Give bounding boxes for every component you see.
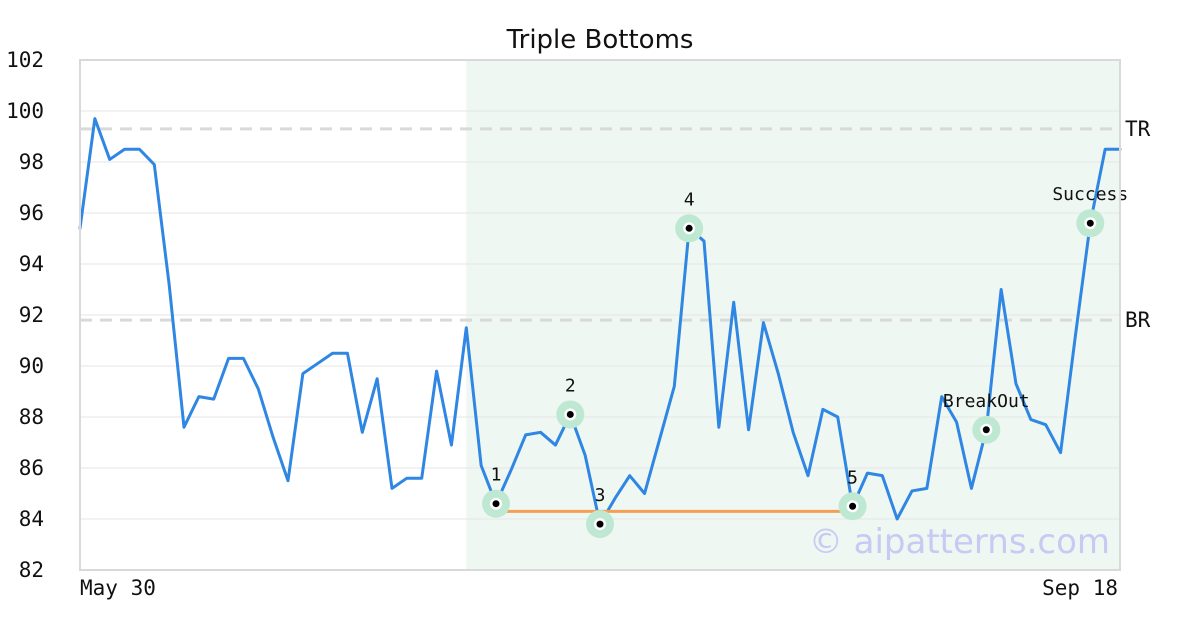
watermark-text: © aipatterns.com [809,522,1110,562]
y-tick-label-86: 86 [19,456,44,480]
annotation-label-5: 5 [847,467,858,488]
plot-frame [79,59,1121,571]
y-tick-label-96: 96 [19,201,44,225]
annotation-label-2: 2 [565,375,576,396]
annotation-4: 4 [675,189,704,243]
annotation-label-4: 4 [684,189,695,210]
annotation-dot-2 [566,410,574,418]
chart-title: Triple Bottoms [506,25,694,55]
annotation-label-breakout: BreakOut [943,391,1030,412]
y-tick-label-100: 100 [6,99,44,123]
annotation-dot-success [1086,219,1094,227]
annotation-dot-3 [596,520,604,528]
annotation-dot-breakout [982,426,990,434]
annotation-dot-1 [492,500,500,508]
annotation-label-1: 1 [491,465,502,486]
y-tick-label-84: 84 [19,507,44,531]
annotation-1: 1 [482,465,510,518]
annotation-label-3: 3 [595,485,606,506]
y-tick-label-90: 90 [19,354,44,378]
reference-lines: TR BR [80,117,1151,332]
annotation-label-success: Success [1052,184,1128,205]
annotation-3: 3 [586,485,614,539]
y-tick-label-82: 82 [19,558,44,582]
reference-label-tr: TR [1125,117,1151,141]
annotation-5: 5 [838,467,867,521]
y-tick-label-92: 92 [19,303,44,327]
annotation-2: 2 [556,375,585,429]
y-tick-label-102: 102 [6,48,44,72]
reference-label-br: BR [1125,308,1151,332]
annotation-success: Success [1052,184,1128,238]
annotation-dot-4 [685,224,693,232]
x-axis-start-label: May 30 [80,576,156,600]
y-tick-label-94: 94 [19,252,44,276]
y-axis-tick-labels: 82 84 86 88 90 92 94 96 98 100 102 [6,48,44,582]
y-tick-label-88: 88 [19,405,44,429]
x-axis-end-label: Sep 18 [1042,576,1118,600]
pattern-point-annotations: 1 2 3 4 5 BreakOut Success [482,184,1128,539]
annotation-breakout: BreakOut [943,391,1030,444]
y-tick-label-98: 98 [19,150,44,174]
annotation-dot-5 [849,502,857,510]
